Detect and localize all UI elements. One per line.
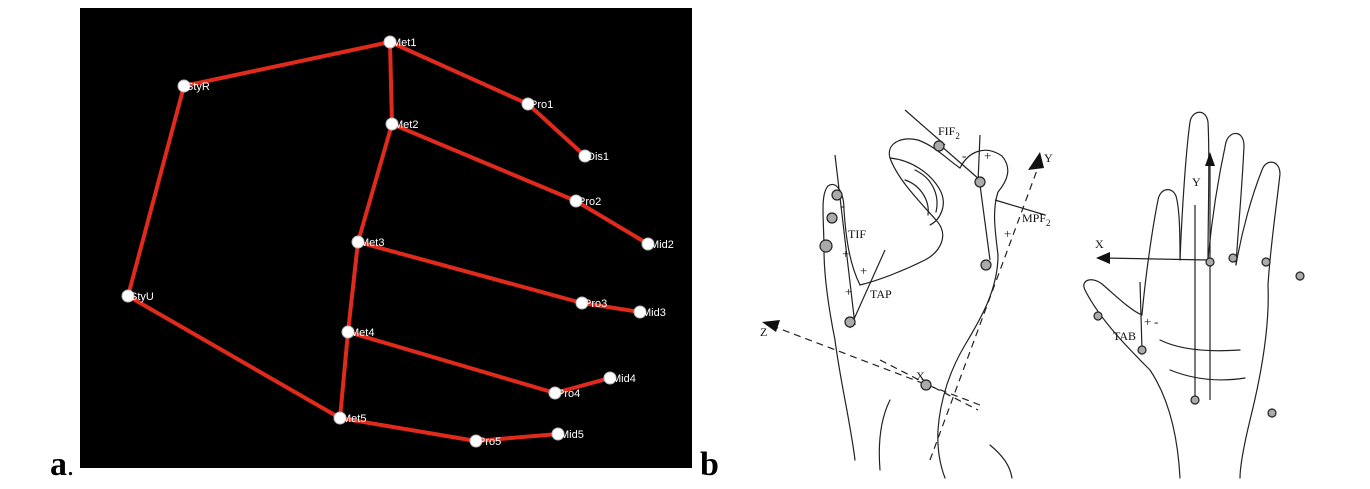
- hand-skeleton-graph: Met1 StyR StyU Met2 Met3 Met4 Met5 Pro1 Dis1 Pro2…: [121, 35, 674, 448]
- edge-met3-met4: [346, 240, 360, 334]
- axes-solid: [834, 109, 1211, 400]
- edge-pro2-mid2: [574, 199, 650, 246]
- edge-met4-met5: [338, 330, 350, 420]
- node-label-met1: Met1: [392, 37, 416, 49]
- edge-met1-met2: [388, 40, 394, 126]
- hand-diagram-panel: FIF2 MPF2 TIF TAP TAB Y Z X Y X + + + - …: [740, 100, 1360, 480]
- panel-label-a: a.: [50, 446, 74, 483]
- svg-text:+: +: [984, 148, 991, 163]
- node-pro3: [575, 296, 589, 310]
- y2-axis-arrowhead: [1205, 152, 1215, 166]
- node-met3: [351, 235, 365, 249]
- x2-axis-arrowhead: [1096, 252, 1110, 264]
- panel-label-b: b: [700, 446, 719, 483]
- node-label-met2: Met2: [394, 119, 418, 131]
- node-label-mid2: Mid2: [650, 239, 674, 251]
- node-pro4: [548, 386, 562, 400]
- z-axis-arrowhead: [762, 320, 780, 332]
- label-tab: TAB: [1113, 329, 1136, 343]
- edge-met4-pro4: [346, 330, 557, 395]
- edge-styu-met5: [126, 294, 342, 420]
- edge-pro3-mid3: [580, 301, 642, 314]
- node-label-met4: Met4: [350, 327, 374, 339]
- node-pro1: [521, 97, 535, 111]
- node-label-mid3: Mid3: [642, 307, 666, 319]
- edge-met5-pro5: [338, 416, 478, 443]
- node-pro5: [469, 434, 483, 448]
- svg-text:+: +: [842, 246, 849, 261]
- edge-met3-pro3: [356, 240, 584, 305]
- node-styr: [177, 79, 191, 93]
- node-label-dis1: Dis1: [587, 151, 609, 163]
- node-met2: [385, 117, 399, 131]
- label-axis-x-palm: X: [1095, 237, 1104, 251]
- node-label-pro5: Pro5: [478, 436, 501, 448]
- hand-joint-angle-drawing: FIF2 MPF2 TIF TAP TAB Y Z X Y X + + + - …: [760, 109, 1305, 479]
- node-met5: [333, 411, 347, 425]
- angle-signs: + + + - + + + - -: [840, 148, 1158, 329]
- node-mid5: [551, 427, 565, 441]
- edge-styr-met1: [182, 40, 392, 88]
- node-label-pro3: Pro3: [584, 298, 607, 310]
- svg-text:+: +: [1144, 314, 1151, 329]
- label-tif: TIF: [848, 227, 866, 241]
- skeleton-edges: [126, 40, 650, 443]
- edge-pro4-mid4: [553, 376, 612, 395]
- label-fif: FIF2: [938, 124, 960, 141]
- side-hand-outline: [822, 138, 1013, 479]
- node-mid3: [633, 305, 647, 319]
- svg-text:-: -: [840, 198, 844, 213]
- label-mpf: MPF2: [1022, 211, 1051, 228]
- node-label-met5: Met5: [342, 413, 366, 425]
- label-axis-x: X: [916, 369, 925, 383]
- node-label-styr: StyR: [186, 81, 210, 93]
- skeleton-panel: Met1 StyR StyU Met2 Met3 Met4 Met5 Pro1 Dis1 Pro2…: [80, 8, 692, 468]
- node-pro2: [569, 194, 583, 208]
- svg-text:+: +: [1004, 226, 1011, 241]
- edge-pro1-dis1: [526, 102, 587, 158]
- y-axis-arrowhead: [1028, 152, 1044, 170]
- svg-text:-: -: [1154, 314, 1158, 329]
- node-label-pro2: Pro2: [578, 196, 601, 208]
- node-met4: [341, 325, 355, 339]
- svg-text:+: +: [845, 284, 852, 299]
- node-label-styu: StyU: [130, 291, 154, 303]
- node-label-met3: Met3: [360, 237, 384, 249]
- skeleton-nodes: Met1 StyR StyU Met2 Met3 Met4 Met5 Pro1 Dis1 Pro2…: [121, 35, 674, 448]
- node-label-mid5: Mid5: [560, 429, 584, 441]
- node-met1: [383, 35, 397, 49]
- node-label-pro1: Pro1: [530, 99, 553, 111]
- svg-text:-: -: [962, 148, 966, 163]
- node-mid2: [641, 237, 655, 251]
- node-styu: [121, 289, 135, 303]
- svg-text:+: +: [860, 263, 867, 278]
- label-axis-y: Y: [1044, 151, 1053, 165]
- node-dis1: [578, 149, 592, 163]
- palm-hand-outline: [1083, 111, 1281, 479]
- edge-met2-met3: [356, 122, 394, 244]
- label-axis-y-palm: Y: [1192, 175, 1201, 189]
- node-mid4: [603, 371, 617, 385]
- edge-met1-pro1: [388, 40, 530, 106]
- joint-markers: [819, 140, 1305, 418]
- edge-met2-pro2: [390, 122, 578, 203]
- node-label-pro4: Pro4: [557, 388, 580, 400]
- edge-styr-styu: [126, 84, 186, 298]
- node-label-mid4: Mid4: [612, 373, 636, 385]
- label-axis-z: Z: [760, 325, 767, 339]
- edge-pro5-mid5: [474, 432, 560, 443]
- label-tap: TAP: [870, 287, 892, 301]
- axes-dashed: [769, 161, 1041, 461]
